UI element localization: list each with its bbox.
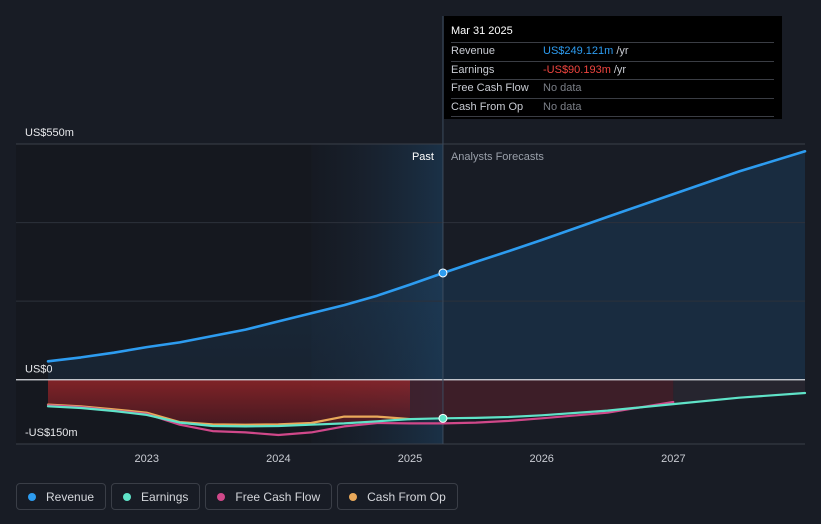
past-label: Past — [412, 151, 434, 163]
tooltip-unit: /yr — [616, 45, 629, 57]
revenue-area-forecast — [442, 151, 805, 380]
legend-label: Cash From Op — [367, 489, 446, 504]
x-tick-label: 2026 — [529, 453, 553, 465]
x-tick-label: 2024 — [266, 453, 290, 465]
tooltip-label: Revenue — [451, 45, 496, 57]
legend-label: Earnings — [141, 489, 189, 504]
tooltip-row-free-cash-flow: Free Cash Flow No data — [451, 79, 774, 98]
highlight-point-revenue — [438, 268, 448, 278]
tooltip-row-earnings: Earnings -US$90.193m /yr — [451, 60, 774, 80]
highlight-point-earnings — [438, 413, 448, 423]
series-line-earnings — [46, 391, 807, 428]
legend-item-cash-from-op[interactable]: Cash From Op — [337, 483, 458, 510]
earnings-dot-icon — [123, 492, 132, 501]
tooltip-row-cash-from-op: Cash From Op No data — [451, 97, 774, 117]
legend-item-free-cash-flow[interactable]: Free Cash Flow — [205, 483, 333, 510]
earnings-loss-area-forecast — [410, 379, 674, 420]
revenue-dot-icon — [28, 492, 36, 501]
x-tick-label: 2025 — [398, 453, 422, 465]
legend-label: Revenue — [46, 489, 95, 504]
tooltip-date: Mar 31 2025 — [451, 25, 513, 37]
x-tick-label: 2023 — [134, 453, 158, 465]
y-tick-label: US$550m — [25, 127, 74, 139]
legend-item-revenue[interactable]: Revenue — [16, 483, 107, 510]
y-tick-label: US$0 — [25, 364, 53, 376]
free-cash-flow-dot-icon — [217, 492, 226, 501]
chart-legend: Revenue Earnings Free Cash Flow Cash Fro… — [16, 483, 458, 510]
revenue-area-past — [48, 273, 443, 380]
tooltip-label: Free Cash Flow — [451, 82, 529, 94]
tooltip-value: No data — [543, 82, 582, 94]
cash-from-op-dot-icon — [349, 492, 358, 501]
series-line-revenue — [46, 150, 807, 363]
tooltip-panel: Mar 31 2025 Revenue US$249.121m /yr Earn… — [444, 16, 782, 119]
tooltip-label: Earnings — [451, 63, 495, 76]
earnings-loss-area-past — [48, 379, 411, 427]
series-line-cash-from-op — [46, 403, 412, 426]
tooltip-value: -US$90.193m — [543, 63, 611, 76]
tooltip-value: No data — [543, 100, 582, 113]
legend-item-earnings[interactable]: Earnings — [111, 483, 201, 510]
legend-label: Free Cash Flow — [235, 489, 321, 504]
earnings-loss-area-far — [673, 379, 805, 405]
y-tick-label: -US$150m — [25, 427, 78, 439]
tooltip-unit: /yr — [613, 63, 627, 76]
tooltip-label: Cash From Op — [451, 100, 524, 113]
forecast-label: Analysts Forecasts — [451, 151, 544, 163]
x-tick-label: 2027 — [661, 453, 685, 465]
tooltip-value: US$249.121m — [543, 45, 614, 57]
tooltip-row-revenue: Revenue US$249.121m /yr — [451, 42, 774, 61]
